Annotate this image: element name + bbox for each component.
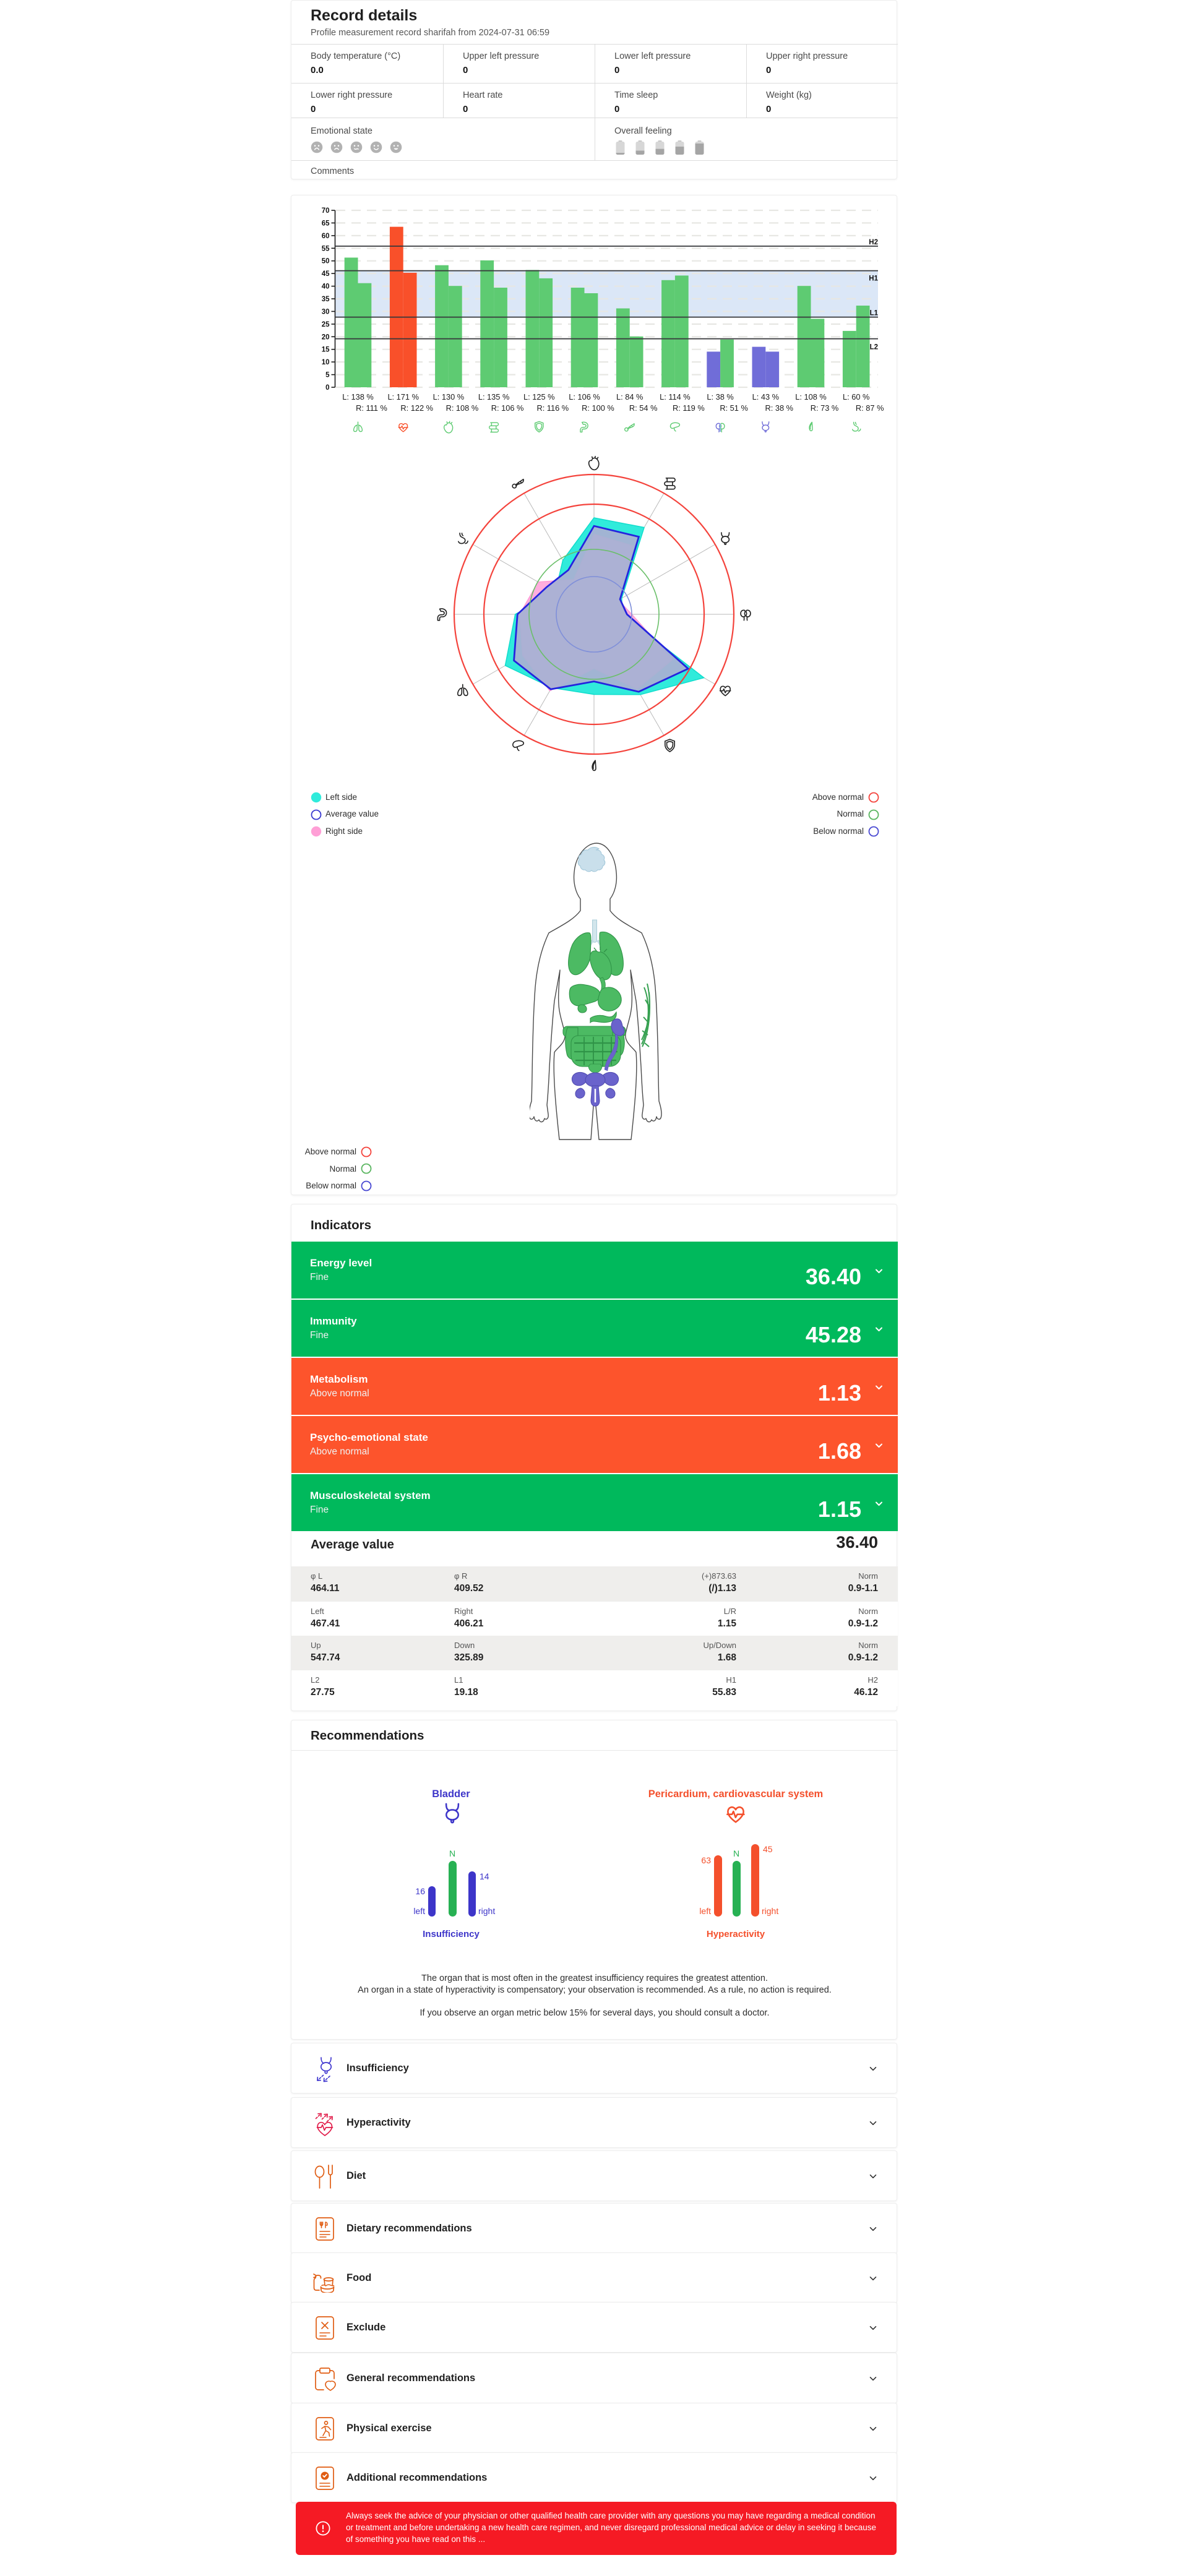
svg-text:L: 171 %: L: 171 %: [387, 392, 419, 401]
svg-text:H1: H1: [869, 275, 878, 283]
svg-text:L: 38 %: L: 38 %: [707, 392, 733, 401]
svg-text:L: 135 %: L: 135 %: [478, 392, 510, 401]
svg-text:L: 108 %: L: 108 %: [795, 392, 827, 401]
svg-text:R: 100 %: R: 100 %: [582, 403, 614, 413]
svg-text:R: 51 %: R: 51 %: [720, 403, 748, 413]
svg-text:H2: H2: [869, 239, 878, 246]
svg-text:R: 122 %: R: 122 %: [400, 403, 433, 413]
svg-text:60: 60: [322, 233, 330, 240]
svg-text:25: 25: [322, 321, 330, 328]
svg-text:R: 108 %: R: 108 %: [446, 403, 479, 413]
svg-text:R: 116 %: R: 116 %: [536, 403, 569, 413]
svg-text:50: 50: [322, 258, 330, 265]
svg-text:L2: L2: [870, 344, 878, 351]
svg-text:left: left: [699, 1906, 711, 1916]
svg-text:L: 114 %: L: 114 %: [660, 392, 691, 401]
svg-text:R: 111 %: R: 111 %: [356, 403, 387, 413]
svg-text:N: N: [449, 1848, 455, 1858]
svg-text:L: 60 %: L: 60 %: [843, 392, 869, 401]
svg-text:40: 40: [322, 283, 330, 291]
svg-text:5: 5: [325, 372, 330, 379]
svg-text:R: 73 %: R: 73 %: [811, 403, 839, 413]
svg-text:20: 20: [322, 333, 330, 341]
svg-text:14: 14: [480, 1871, 489, 1881]
svg-text:L: 43 %: L: 43 %: [752, 392, 779, 401]
svg-text:65: 65: [322, 220, 330, 227]
svg-text:L: 106 %: L: 106 %: [569, 392, 600, 401]
svg-text:left: left: [413, 1906, 425, 1916]
svg-text:15: 15: [322, 346, 330, 354]
svg-text:R: 54 %: R: 54 %: [629, 403, 658, 413]
svg-text:16: 16: [415, 1886, 425, 1896]
svg-text:10: 10: [322, 359, 330, 366]
svg-text:N: N: [733, 1848, 739, 1858]
svg-text:55: 55: [322, 245, 330, 252]
svg-text:30: 30: [322, 308, 330, 316]
svg-text:right: right: [762, 1906, 778, 1916]
svg-text:45: 45: [322, 270, 330, 278]
svg-text:L: 125 %: L: 125 %: [523, 392, 555, 401]
svg-text:45: 45: [763, 1844, 773, 1854]
svg-text:L: 130 %: L: 130 %: [433, 392, 465, 401]
svg-text:35: 35: [322, 296, 330, 303]
svg-text:R: 87 %: R: 87 %: [856, 403, 884, 413]
svg-text:0: 0: [325, 384, 329, 392]
svg-text:R: 38 %: R: 38 %: [765, 403, 794, 413]
svg-text:L: 138 %: L: 138 %: [342, 392, 374, 401]
svg-text:L1: L1: [870, 310, 879, 317]
svg-text:right: right: [478, 1906, 495, 1916]
svg-text:R: 119 %: R: 119 %: [673, 403, 705, 413]
svg-text:L: 84 %: L: 84 %: [616, 392, 643, 401]
svg-text:R: 106 %: R: 106 %: [491, 403, 524, 413]
svg-text:63: 63: [701, 1855, 711, 1865]
svg-text:70: 70: [322, 207, 330, 215]
